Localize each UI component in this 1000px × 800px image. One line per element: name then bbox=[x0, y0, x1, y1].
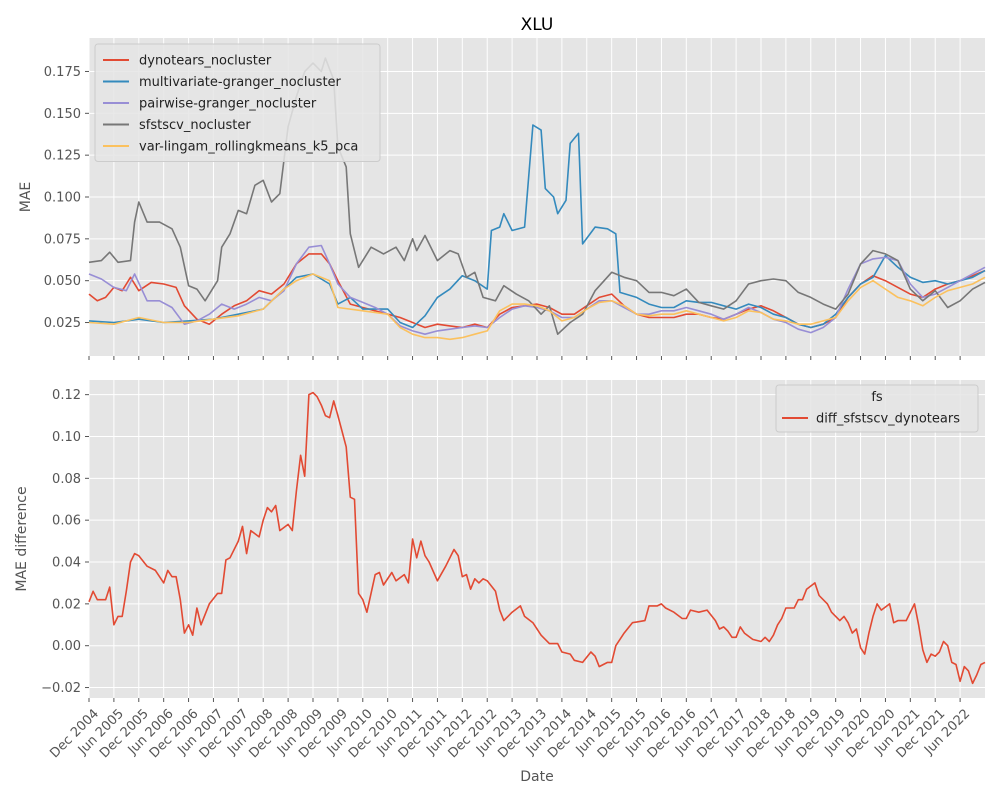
y-tick-label: −0.02 bbox=[41, 681, 81, 696]
legend-entry: sfstscv_nocluster bbox=[139, 118, 251, 133]
y-tick-label: 0.06 bbox=[52, 514, 81, 529]
legend-entry: var-lingam_rollingkmeans_k5_pca bbox=[139, 140, 358, 155]
series-line-var-lingam_rollingkmeans_k5_pca bbox=[88, 273, 986, 341]
mae-difference-y-axis-label: MAE difference bbox=[14, 486, 30, 591]
series-line-diff_sfstscv_dynotears bbox=[88, 391, 986, 685]
mae-difference-panel: −0.020.000.020.040.060.080.100.12 Dec 20… bbox=[14, 380, 986, 785]
y-tick-label: 0.050 bbox=[44, 274, 81, 289]
y-tick-label: 0.175 bbox=[44, 65, 81, 80]
date-x-axis-label: Date bbox=[520, 769, 553, 785]
legend-entry: pairwise-granger_nocluster bbox=[139, 97, 317, 112]
y-tick-label: 0.12 bbox=[52, 388, 81, 403]
mae-legend: dynotears_nocluster multivariate-granger_… bbox=[94, 43, 381, 162]
y-tick-label: 0.075 bbox=[44, 232, 81, 247]
series-line-pairwise-granger_nocluster bbox=[88, 244, 986, 336]
legend-box bbox=[775, 384, 979, 433]
y-tick-label: 0.02 bbox=[52, 597, 81, 612]
y-tick-label: 0.100 bbox=[44, 191, 81, 206]
y-tick-label: 0.10 bbox=[52, 430, 81, 445]
mae-y-axis-label: MAE bbox=[18, 182, 34, 213]
legend-entry: multivariate-granger_nocluster bbox=[139, 75, 342, 90]
series-line-sfstscv_nocluster bbox=[88, 57, 986, 336]
legend-box bbox=[94, 43, 381, 162]
y-tick-label: 0.00 bbox=[52, 639, 81, 654]
legend-title: fs bbox=[871, 390, 883, 405]
chart-title: XLU bbox=[521, 15, 554, 35]
y-tick-label: 0.08 bbox=[52, 472, 81, 487]
y-tick-label: 0.150 bbox=[44, 107, 81, 122]
legend-entry: diff_sfstscv_dynotears bbox=[816, 412, 960, 427]
y-tick-label: 0.04 bbox=[52, 556, 81, 571]
y-tick-label: 0.125 bbox=[44, 149, 81, 164]
y-tick-label: 0.025 bbox=[44, 316, 81, 331]
legend-entry: dynotears_nocluster bbox=[139, 54, 272, 69]
mae-difference-legend: fs diff_sfstscv_dynotears bbox=[775, 384, 979, 433]
